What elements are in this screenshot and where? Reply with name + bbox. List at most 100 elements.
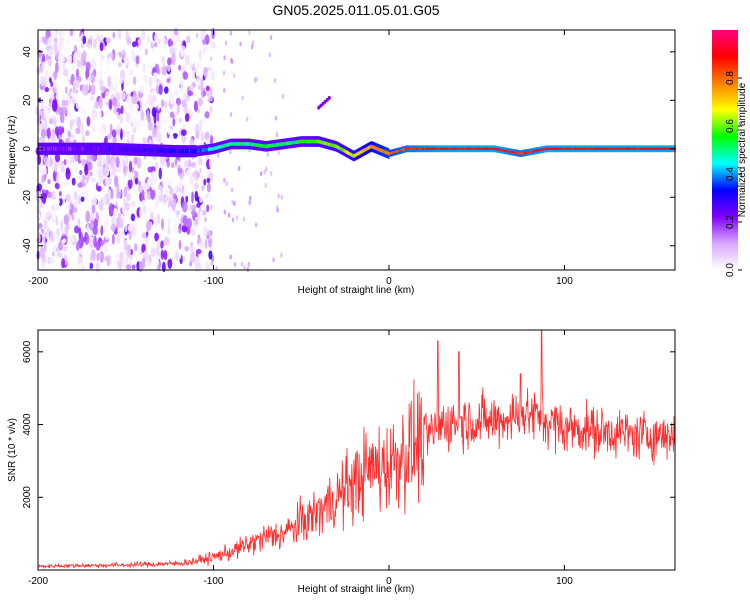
noise-cell bbox=[120, 128, 123, 141]
noise-cell bbox=[63, 179, 69, 187]
noise-cell bbox=[53, 40, 58, 53]
noise-cell bbox=[90, 212, 94, 221]
spectrum-core bbox=[365, 147, 368, 151]
spectrum-core bbox=[192, 149, 194, 154]
spectrum-core bbox=[190, 149, 192, 154]
noise-cell bbox=[280, 252, 283, 258]
noise-cell bbox=[62, 238, 67, 244]
spectrum-core bbox=[84, 146, 87, 151]
noise-cell bbox=[241, 95, 244, 101]
spectrum-core bbox=[532, 150, 534, 153]
noise-cell bbox=[104, 161, 109, 174]
spectrum-core bbox=[282, 142, 285, 146]
noise-cell bbox=[40, 201, 44, 209]
spectrum-core bbox=[482, 147, 485, 150]
spectrum-core bbox=[494, 147, 496, 151]
noise-cell bbox=[208, 171, 214, 180]
spectrum-core bbox=[181, 149, 184, 154]
spectrum-core bbox=[183, 149, 186, 154]
spectrum-core bbox=[528, 150, 530, 154]
spectrum-core bbox=[110, 146, 112, 151]
noise-cell bbox=[156, 111, 160, 122]
spectrum-core bbox=[598, 147, 600, 150]
noise-cell bbox=[54, 32, 58, 39]
noise-cell bbox=[82, 181, 86, 188]
noise-cell bbox=[47, 179, 51, 185]
noise-cell bbox=[126, 133, 132, 141]
noise-cell bbox=[181, 123, 187, 130]
spectrum-core bbox=[306, 139, 309, 144]
noise-cell bbox=[78, 99, 84, 109]
spectrum-core bbox=[408, 147, 410, 150]
spectrum-core bbox=[86, 146, 89, 151]
spectrum-core bbox=[62, 146, 65, 151]
spectrum-core bbox=[337, 145, 339, 150]
noise-cell bbox=[174, 216, 180, 226]
noise-cell bbox=[77, 256, 83, 265]
spectrum-core bbox=[558, 147, 560, 150]
spectrum-core bbox=[571, 147, 573, 150]
noise-cell bbox=[112, 97, 118, 107]
y-tick-label: 2000 bbox=[22, 486, 33, 509]
noise-cell bbox=[102, 217, 109, 230]
spectrum-core bbox=[42, 146, 45, 151]
spectrum-core bbox=[596, 147, 598, 150]
noise-cell bbox=[59, 111, 65, 124]
noise-cell bbox=[174, 46, 178, 53]
noise-cell bbox=[182, 215, 188, 227]
noise-cell bbox=[133, 156, 138, 165]
spectrum-core bbox=[243, 142, 246, 146]
noise-cell bbox=[275, 132, 279, 138]
spectrum-core bbox=[559, 147, 562, 150]
spectrum-core bbox=[187, 149, 190, 154]
spectrum-core bbox=[412, 147, 414, 150]
spectrum-core bbox=[474, 147, 476, 150]
noise-cell bbox=[180, 45, 186, 51]
noise-cell bbox=[135, 119, 141, 130]
spectrum-core bbox=[424, 147, 427, 150]
spectrum-core bbox=[55, 146, 57, 151]
spectrum-core bbox=[478, 147, 480, 150]
spectrum-core bbox=[115, 146, 117, 152]
noise-cell bbox=[189, 204, 193, 211]
noise-cell bbox=[209, 56, 213, 62]
spectrum-core bbox=[346, 150, 349, 155]
noise-cell bbox=[191, 209, 196, 216]
spectrum-core bbox=[471, 147, 473, 150]
noise-cell bbox=[78, 227, 82, 240]
spectrum-core bbox=[548, 147, 550, 150]
noise-cell bbox=[76, 116, 82, 129]
spectrum-core bbox=[529, 150, 531, 154]
noise-cell bbox=[177, 167, 183, 174]
spectrum-core bbox=[59, 146, 61, 151]
noise-cell bbox=[268, 52, 272, 58]
noise-cell bbox=[178, 178, 182, 189]
spectrum-core bbox=[381, 149, 384, 153]
spectrum-core bbox=[622, 147, 625, 150]
spectrum-core bbox=[172, 148, 174, 154]
spectrum-core bbox=[369, 145, 371, 150]
spectrum-core bbox=[229, 142, 231, 147]
noise-cell bbox=[43, 36, 48, 46]
noise-cell bbox=[62, 194, 66, 206]
noise-cell bbox=[123, 186, 128, 198]
spectrum-core bbox=[531, 150, 533, 153]
noise-cell bbox=[200, 131, 205, 142]
noise-cell bbox=[128, 232, 132, 240]
noise-cell bbox=[208, 157, 214, 169]
snr-x-axis-label: Height of straight line (km) bbox=[298, 584, 415, 595]
spectrum-core bbox=[323, 141, 326, 145]
noise-cell bbox=[85, 130, 90, 137]
noise-cell bbox=[61, 258, 66, 269]
spectrum-core bbox=[536, 149, 538, 152]
spectrum-core bbox=[378, 147, 380, 152]
spectrum-core bbox=[580, 147, 583, 150]
noise-cell bbox=[99, 59, 103, 68]
noise-cell bbox=[210, 68, 216, 81]
noise-cell bbox=[206, 204, 210, 213]
noise-cell bbox=[199, 167, 202, 173]
noise-cell bbox=[39, 162, 44, 175]
spectrum-core bbox=[157, 148, 159, 153]
noise-cell bbox=[153, 207, 159, 218]
spectrum-core bbox=[634, 147, 636, 150]
